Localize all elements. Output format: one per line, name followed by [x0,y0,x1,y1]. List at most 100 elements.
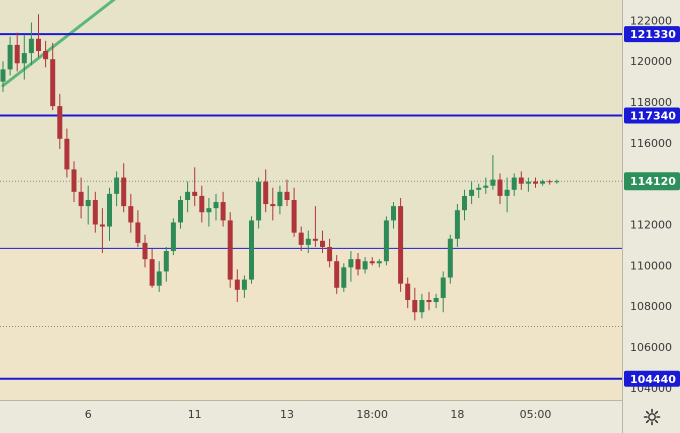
trend-line [1,0,116,88]
level-price-tag-text: 104440 [630,373,676,386]
candle-body [170,222,176,252]
candle [525,177,531,192]
candle-body [85,200,91,207]
candle-body [383,220,389,262]
price-tick-label: 118000 [630,96,672,109]
candle [298,226,304,252]
candle-body [291,200,297,233]
candle [64,128,70,178]
price-tick-label: 112000 [630,218,672,231]
price-tick-label: 116000 [630,137,672,150]
candle [504,177,510,213]
candle [263,169,269,213]
price-axis-bg [622,0,680,433]
candle [192,167,198,207]
candle-body [440,277,446,298]
candle-body [92,200,98,225]
candle-body [284,191,290,200]
price-tick-label: 110000 [630,259,672,272]
candle-body [71,169,77,192]
candle [50,42,56,111]
candle [206,197,212,227]
candle-body [213,202,219,209]
candle [178,195,183,229]
candle-body [405,283,411,300]
candle-body [206,208,212,213]
candle [256,177,262,229]
candle [476,183,482,198]
level-price-tag-text: 117340 [630,110,676,123]
price-tick-label: 122000 [630,14,672,27]
candle [383,216,389,266]
candle [533,177,538,188]
candle [163,246,169,282]
candle [170,218,176,256]
candle-body [398,206,404,284]
candle [355,253,361,276]
candle [348,251,354,282]
candle [291,187,297,237]
candle [199,185,205,223]
candle [376,259,382,268]
price-tick-label: 108000 [630,300,672,313]
candle-body [28,38,34,54]
candle [92,191,98,233]
candle-body [142,242,148,260]
candle [518,171,524,190]
time-tick-label: 18:00 [356,408,388,421]
candle-body [114,177,120,194]
candle [121,163,127,213]
candle [99,208,105,254]
candle [71,161,77,203]
candles-layer [0,14,560,321]
candle [511,173,517,196]
candle-body [192,191,198,196]
candle-body [433,297,439,303]
candle-body [454,210,460,239]
price-axis[interactable]: 122000 120000 118000 116000 112000 110000 1080… [622,0,680,433]
time-axis[interactable]: 6 11 13 18:00 18 05:00 [0,400,622,433]
candle-body [156,271,162,286]
candle [426,291,432,311]
candle-body [426,300,432,303]
level-price-tag-text: 121330 [630,28,676,41]
candle [334,255,340,294]
candle [305,230,311,254]
settings-button[interactable] [636,404,668,430]
candle-body [256,181,262,221]
candle-body [64,138,70,170]
candle-body [263,181,269,205]
candle-body [305,238,311,245]
candle [405,277,411,309]
levels-layer [0,0,622,380]
candle-body [362,261,368,270]
candle-body [99,224,105,227]
candle [270,187,276,221]
current-price-tag [624,172,680,191]
candle-body [462,195,467,211]
candle [362,257,368,274]
time-axis-bg [0,400,622,433]
candle-body [554,181,560,183]
candle-body [7,44,13,70]
candle [128,193,134,233]
candle-body [369,261,375,264]
candle-body [419,300,425,313]
time-tick-label: 05:00 [520,408,552,421]
candle-body [312,238,318,241]
time-tick-label: 6 [85,408,92,421]
current-price-tag-text: 114120 [630,175,676,188]
candle [0,61,6,92]
candle [213,193,219,221]
candle-body [270,204,276,207]
level-price-tag [624,26,680,43]
candle [241,275,247,298]
candle [440,271,446,313]
candle-body [412,300,418,313]
plot-area[interactable] [0,0,622,400]
candle [341,263,347,292]
candle-body [497,179,503,196]
candle-body [50,59,56,107]
